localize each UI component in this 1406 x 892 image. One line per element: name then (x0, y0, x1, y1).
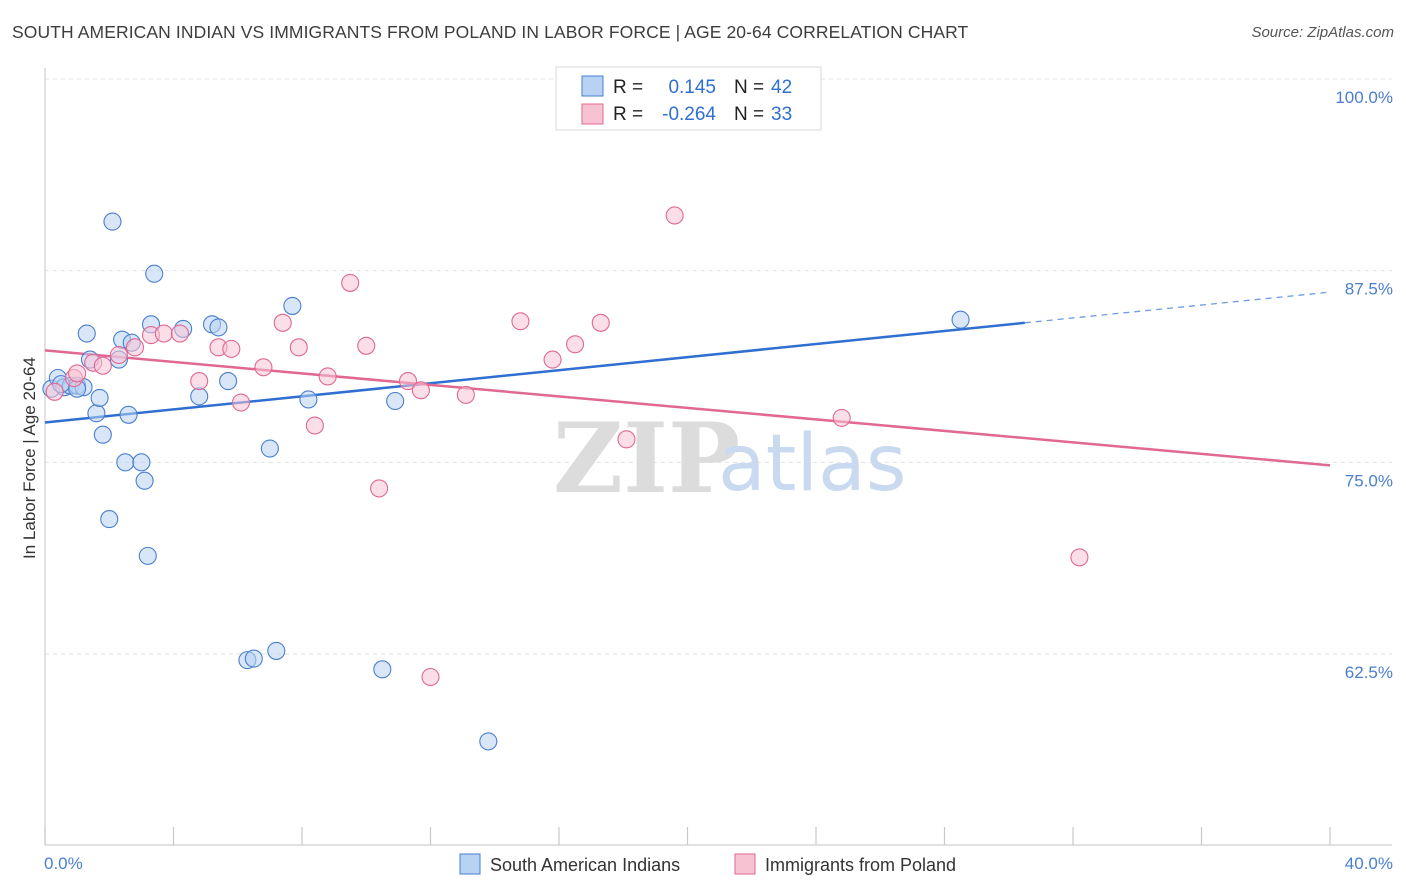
series-immigrants-from-poland-points (45, 206, 1089, 687)
data-point-immigrants-from-poland (222, 339, 241, 358)
data-point-south-american-indians (103, 212, 122, 231)
y-tick-labels: 62.5% 75.0% 87.5% 100.0% (1335, 88, 1393, 682)
data-point-immigrants-from-poland (456, 385, 475, 404)
data-point-south-american-indians (479, 732, 498, 751)
axes (44, 68, 1392, 846)
data-point-immigrants-from-poland (665, 206, 684, 225)
x-axis-ticks (44, 827, 1331, 845)
legend-n-label-1: N = (734, 77, 764, 98)
data-point-south-american-indians (267, 641, 286, 660)
x-tick-label-max: 40.0% (1345, 854, 1393, 873)
source-credit: Source: ZipAtlas.com (1251, 24, 1394, 41)
stats-legend: R = 0.145 N = 42 R = -0.264 N = 33 (555, 66, 822, 131)
data-point-immigrants-from-poland (617, 430, 636, 449)
data-point-immigrants-from-poland (318, 367, 337, 386)
legend-swatch-blue (581, 75, 604, 97)
data-point-immigrants-from-poland (125, 338, 144, 357)
data-point-south-american-indians (90, 388, 109, 407)
trend-line-south-american-indians (44, 321, 1025, 424)
data-point-immigrants-from-poland (511, 312, 530, 331)
data-point-south-american-indians (93, 425, 112, 444)
data-point-south-american-indians (116, 453, 135, 472)
data-point-immigrants-from-poland (1070, 548, 1089, 567)
data-point-immigrants-from-poland (566, 335, 585, 354)
data-point-south-american-indians (87, 404, 106, 423)
data-point-immigrants-from-poland (93, 356, 112, 375)
data-point-immigrants-from-poland (398, 372, 418, 391)
data-point-immigrants-from-poland (591, 313, 610, 332)
y-axis-label: In Labor Force | Age 20-64 (20, 357, 39, 559)
chart-title: SOUTH AMERICAN INDIAN VS IMMIGRANTS FROM… (12, 22, 969, 42)
y-tick-label: 62.5% (1345, 663, 1393, 682)
data-point-immigrants-from-poland (231, 393, 251, 412)
legend-n-value-2: 33 (771, 104, 792, 125)
y-tick-label: 87.5% (1345, 280, 1393, 299)
data-point-immigrants-from-poland (370, 479, 389, 498)
watermark-atlas: atlas (718, 419, 907, 509)
bottom-legend-swatch-pink (734, 853, 756, 875)
data-point-south-american-indians (119, 405, 138, 424)
data-point-south-american-indians (135, 471, 154, 490)
legend-r-value-1: 0.145 (668, 77, 716, 98)
data-point-south-american-indians (386, 391, 405, 411)
series-legend: South American Indians Immigrants from P… (459, 853, 956, 875)
data-point-immigrants-from-poland (357, 336, 376, 355)
y-tick-label: 100.0% (1335, 88, 1393, 107)
data-point-immigrants-from-poland (109, 345, 128, 365)
legend-r-label-2: R = (613, 104, 643, 125)
legend-r-label-1: R = (613, 77, 643, 98)
watermark-zip: ZIP (553, 402, 740, 515)
data-point-immigrants-from-poland (68, 364, 87, 383)
data-point-south-american-indians (951, 310, 970, 329)
data-point-south-american-indians (145, 264, 164, 283)
legend-r-value-2: -0.264 (662, 104, 716, 125)
data-point-south-american-indians (209, 318, 228, 337)
bottom-legend-label-2: Immigrants from Poland (765, 855, 956, 875)
data-point-south-american-indians (219, 372, 238, 391)
series-south-american-indians-points (42, 69, 970, 751)
bottom-legend-swatch-blue (459, 853, 481, 875)
legend-swatch-pink (581, 103, 604, 125)
grid-lines (45, 78, 1392, 655)
data-point-south-american-indians (77, 324, 96, 343)
data-point-immigrants-from-poland (341, 273, 360, 292)
legend-n-value-1: 42 (771, 77, 792, 98)
data-point-south-american-indians (373, 660, 392, 679)
data-point-immigrants-from-poland (45, 382, 64, 401)
data-point-immigrants-from-poland (832, 408, 851, 427)
x-tick-label-min: 0.0% (44, 854, 83, 873)
legend-n-label-2: N = (734, 104, 764, 125)
data-point-immigrants-from-poland (543, 350, 562, 369)
data-point-south-american-indians (299, 390, 318, 409)
data-point-south-american-indians (138, 546, 157, 565)
data-point-south-american-indians (190, 387, 209, 406)
data-point-immigrants-from-poland (170, 324, 189, 343)
data-point-immigrants-from-poland (273, 313, 292, 332)
data-point-south-american-indians (260, 439, 279, 458)
y-tick-label: 75.0% (1345, 471, 1393, 490)
data-point-south-american-indians (132, 453, 151, 472)
data-point-immigrants-from-poland (289, 338, 308, 357)
data-point-south-american-indians (100, 510, 119, 529)
data-point-immigrants-from-poland (411, 381, 430, 400)
data-point-immigrants-from-poland (154, 324, 173, 343)
data-point-immigrants-from-poland (254, 358, 273, 377)
data-point-immigrants-from-poland (190, 372, 209, 391)
data-point-immigrants-from-poland (421, 667, 440, 687)
data-point-south-american-indians (244, 649, 263, 668)
data-point-south-american-indians (283, 296, 302, 315)
bottom-legend-label-1: South American Indians (490, 855, 680, 875)
trend-line-extension (1024, 291, 1331, 324)
data-point-immigrants-from-poland (305, 416, 324, 435)
